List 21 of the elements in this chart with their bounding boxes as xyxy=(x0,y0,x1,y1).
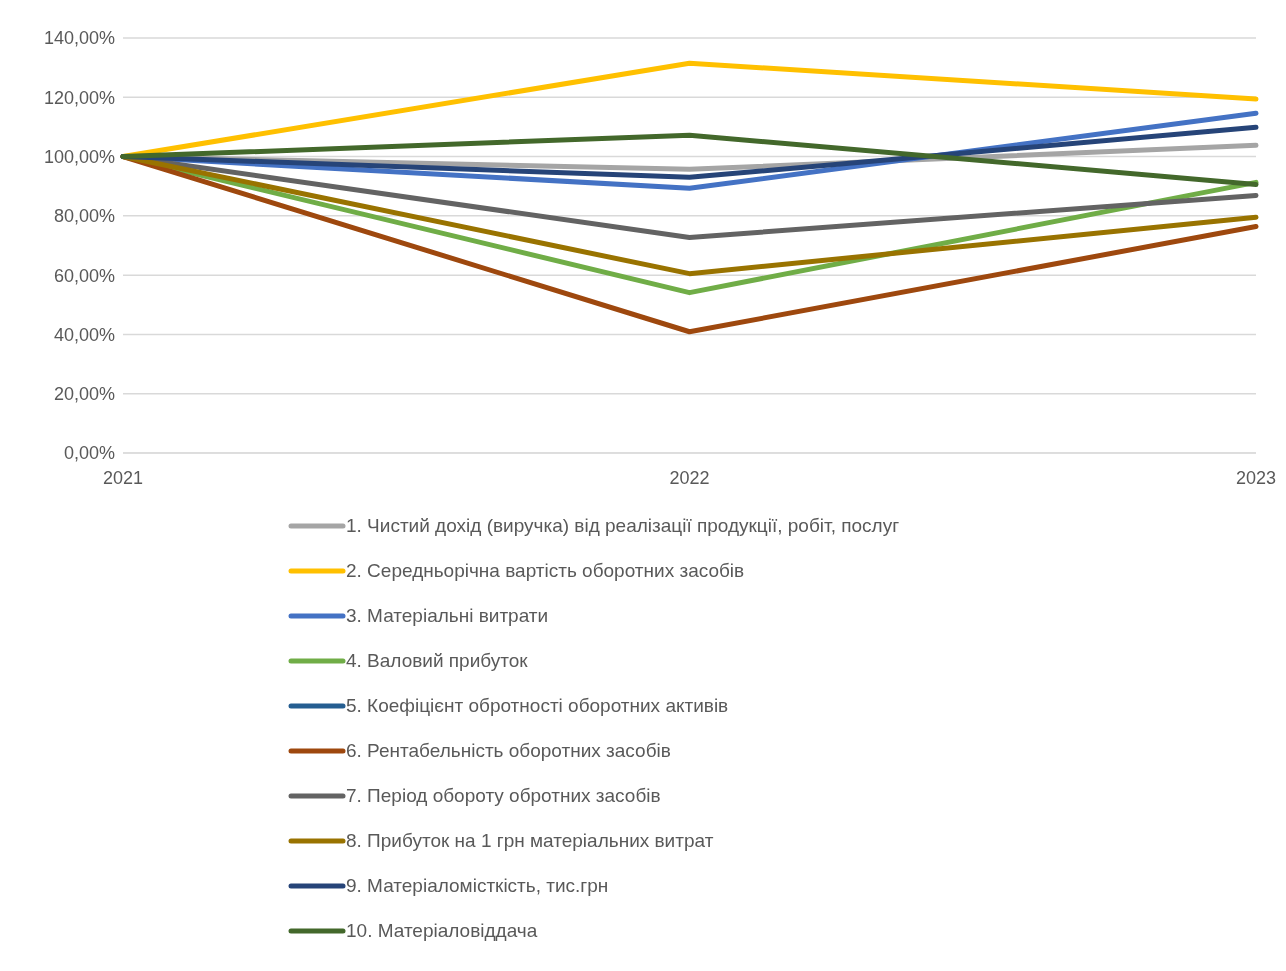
legend-label: 3. Матеріальні витрати xyxy=(346,604,549,627)
y-tick-label: 140,00% xyxy=(43,28,115,49)
legend-label: 2. Середньорічна вартість оборотних засобів xyxy=(346,559,745,582)
legend-label: 7. Період обороту обротних засобів xyxy=(346,784,661,807)
y-tick-label: 0,00% xyxy=(63,443,115,464)
y-tick-label: 80,00% xyxy=(53,206,115,227)
y-tick-label: 20,00% xyxy=(53,384,115,405)
legend-label: 10. Матеріаловіддача xyxy=(346,919,538,942)
y-tick-label: 40,00% xyxy=(53,324,115,345)
legend-label: 6. Рентабельність оборотних засобів xyxy=(346,739,671,762)
x-tick-label: 2023 xyxy=(1235,467,1277,488)
x-tick-label: 2021 xyxy=(102,467,144,488)
legend-label: 1. Чистий дохід (виручка) від реалізації продукції, робіт, послуг xyxy=(346,514,900,537)
x-tick-label: 2022 xyxy=(669,467,710,488)
y-tick-label: 120,00% xyxy=(43,87,115,108)
legend-label: 4. Валовий прибуток xyxy=(346,649,528,672)
y-tick-label: 100,00% xyxy=(43,146,115,167)
y-tick-label: 60,00% xyxy=(53,265,115,286)
legend-label: 5. Коефіцієнт обротності оборотних активів xyxy=(346,694,729,717)
legend-label: 8. Прибуток на 1 грн матеріальних витрат xyxy=(346,829,714,852)
legend-label: 9. Матеріаломісткість, тис.грн xyxy=(346,874,609,897)
